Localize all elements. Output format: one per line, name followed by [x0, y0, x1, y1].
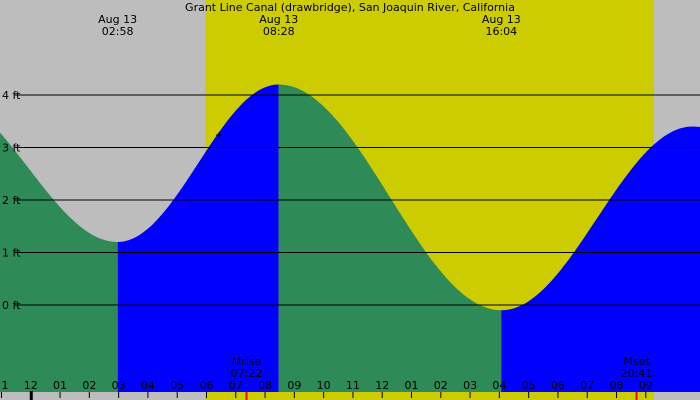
- x-tick-label: 06: [551, 379, 565, 392]
- y-axis-labels: 4 ft 3 ft 2 ft 1 ft 0 ft: [2, 89, 21, 312]
- moon-event-label: Mrise: [232, 355, 262, 368]
- x-tick-label: 04: [141, 379, 155, 392]
- x-axis: 1 12 01 02 03 04 05 06 07 08 09 10 11 12 01 02 03 04 05 06 0…: [0, 379, 653, 400]
- x-tick-label: 02: [82, 379, 96, 392]
- event-date: Aug 13: [98, 13, 137, 26]
- x-tick-label: 11: [346, 379, 360, 392]
- x-tick-label: 05: [170, 379, 184, 392]
- falling-tide-segment: [278, 84, 502, 392]
- x-tick-label: 06: [199, 379, 213, 392]
- x-tick-label: 09: [639, 379, 653, 392]
- moon-event-tick: [245, 392, 248, 400]
- y-tick-label: 1 ft: [2, 247, 21, 260]
- falling-tide-segment: [0, 132, 118, 392]
- height-gridlines: [20, 94, 700, 306]
- x-tick-label: 03: [112, 379, 126, 392]
- midnight-marker: [29, 391, 33, 400]
- rising-tide-segment: [501, 126, 700, 392]
- x-tick-label: 05: [522, 379, 536, 392]
- x-tick-label: 01: [405, 379, 419, 392]
- y-tick-label: 0 ft: [2, 299, 21, 312]
- x-tick-label: 04: [492, 379, 506, 392]
- x-tick-label: 08: [258, 379, 272, 392]
- event-time: 02:58: [102, 25, 134, 38]
- event-time: 16:04: [485, 25, 517, 38]
- tide-area: [0, 84, 700, 392]
- y-tick-label: 2 ft: [2, 194, 21, 207]
- y-tick-label: 4 ft: [2, 89, 21, 102]
- x-tick-label: 01: [53, 379, 67, 392]
- moon-event-label: Mset: [623, 355, 650, 368]
- moon-event-tick: [635, 392, 638, 400]
- x-tick-label: 02: [434, 379, 448, 392]
- x-tick-label: 12: [24, 379, 38, 392]
- event-date: Aug 13: [259, 13, 298, 26]
- event-time: 08:28: [263, 25, 295, 38]
- x-tick-label: 07: [580, 379, 594, 392]
- y-tick-label: 3 ft: [2, 142, 21, 155]
- moon-event-time: 07:22: [231, 367, 263, 380]
- event-date: Aug 13: [482, 13, 521, 26]
- x-tick-label: 07: [229, 379, 243, 392]
- x-tick-label: 08: [610, 379, 624, 392]
- moon-event-time: 20:41: [621, 367, 653, 380]
- x-tick-label: 12: [375, 379, 389, 392]
- rising-tide-segment: [117, 84, 279, 392]
- x-tick-label: 10: [317, 379, 331, 392]
- x-tick-label: 03: [463, 379, 477, 392]
- chart-title: Grant Line Canal (drawbridge), San Joaqu…: [185, 1, 515, 14]
- plus-marker: [216, 132, 222, 138]
- x-tick-label: 09: [287, 379, 301, 392]
- x-tick-label: 1: [1, 379, 8, 392]
